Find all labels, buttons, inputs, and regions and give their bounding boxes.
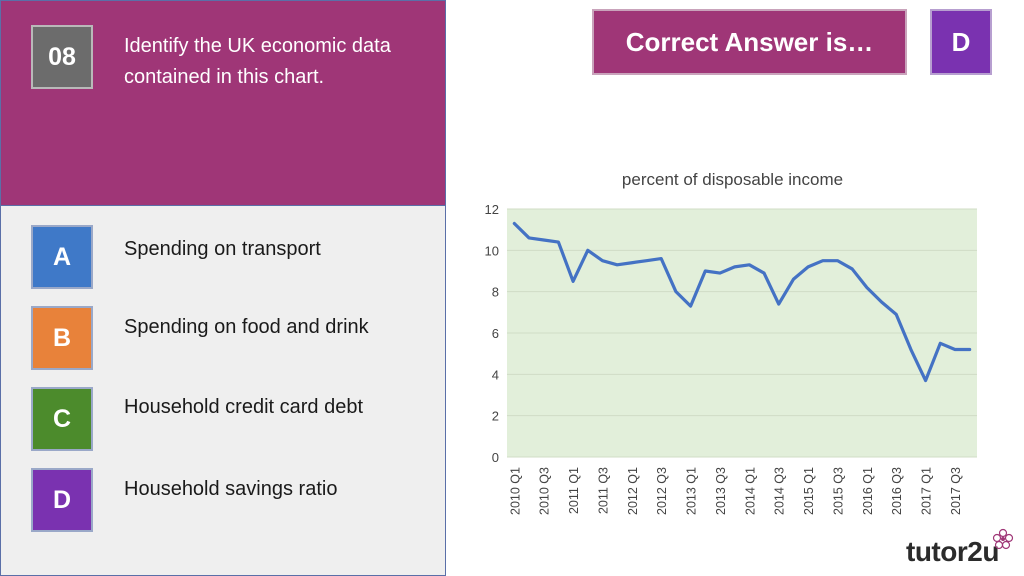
- y-tick-label: 8: [492, 285, 499, 300]
- logo-text: tutor2u: [906, 536, 999, 568]
- x-tick-label: 2013 Q3: [714, 467, 728, 515]
- logo-text-accent: 2u: [967, 536, 999, 567]
- option-a-text[interactable]: Spending on transport: [124, 238, 321, 260]
- option-c-badge[interactable]: C: [31, 387, 93, 451]
- series-line: [512, 221, 972, 383]
- question-panel: 08 Identify the UK economic data contain…: [0, 0, 446, 206]
- x-tick-label: 2016 Q3: [890, 467, 904, 515]
- x-tick-label: 2017 Q3: [949, 467, 963, 515]
- option-a-badge[interactable]: A: [31, 225, 93, 289]
- x-tick-label: 2010 Q3: [538, 467, 552, 515]
- x-tick-label: 2013 Q1: [685, 467, 699, 515]
- option-b-badge[interactable]: B: [31, 306, 93, 370]
- y-tick-label: 4: [492, 367, 499, 382]
- question-number: 08: [31, 25, 93, 89]
- x-tick-label: 2015 Q1: [802, 467, 816, 515]
- option-d-text[interactable]: Household savings ratio: [124, 478, 338, 500]
- answers-panel: A Spending on transport B Spending on fo…: [0, 206, 446, 576]
- tutor2u-logo: tutor2u: [906, 528, 1016, 570]
- y-tick-label: 0: [492, 450, 499, 465]
- savings-ratio-line-chart: 0 2 4 6 8 10 12 2010 Q1 2010 Q3 2011 Q1 2011 Q3 201…: [485, 202, 977, 515]
- y-tick-label: 10: [485, 243, 499, 258]
- x-tick-label: 2016 Q1: [861, 467, 875, 515]
- correct-answer-button[interactable]: Correct Answer is…: [592, 9, 907, 75]
- x-tick-label: 2012 Q3: [655, 467, 669, 515]
- option-c-text[interactable]: Household credit card debt: [124, 396, 364, 418]
- y-tick-label: 2: [492, 409, 499, 424]
- chart-title: percent of disposable income: [621, 170, 844, 189]
- logo-text-main: tutor: [906, 536, 968, 567]
- option-d-badge[interactable]: D: [31, 468, 93, 532]
- x-tick-label: 2014 Q3: [773, 467, 787, 515]
- x-tick-label: 2012 Q1: [626, 467, 640, 515]
- x-tick-label: 2017 Q1: [920, 467, 934, 515]
- y-tick-label: 12: [485, 202, 499, 217]
- x-tick-label: 2011 Q3: [596, 467, 610, 514]
- x-tick-label: 2011 Q1: [567, 467, 581, 514]
- correct-answer-letter: D: [930, 9, 992, 75]
- option-b-text[interactable]: Spending on food and drink: [124, 316, 369, 338]
- flower-icon: [992, 528, 1014, 550]
- x-tick-label: 2015 Q3: [831, 467, 845, 515]
- y-tick-label: 6: [492, 326, 499, 341]
- x-tick-label: 2014 Q1: [743, 467, 757, 515]
- question-text: Identify the UK economic data contained …: [124, 35, 391, 88]
- x-tick-label: 2010 Q1: [508, 467, 522, 515]
